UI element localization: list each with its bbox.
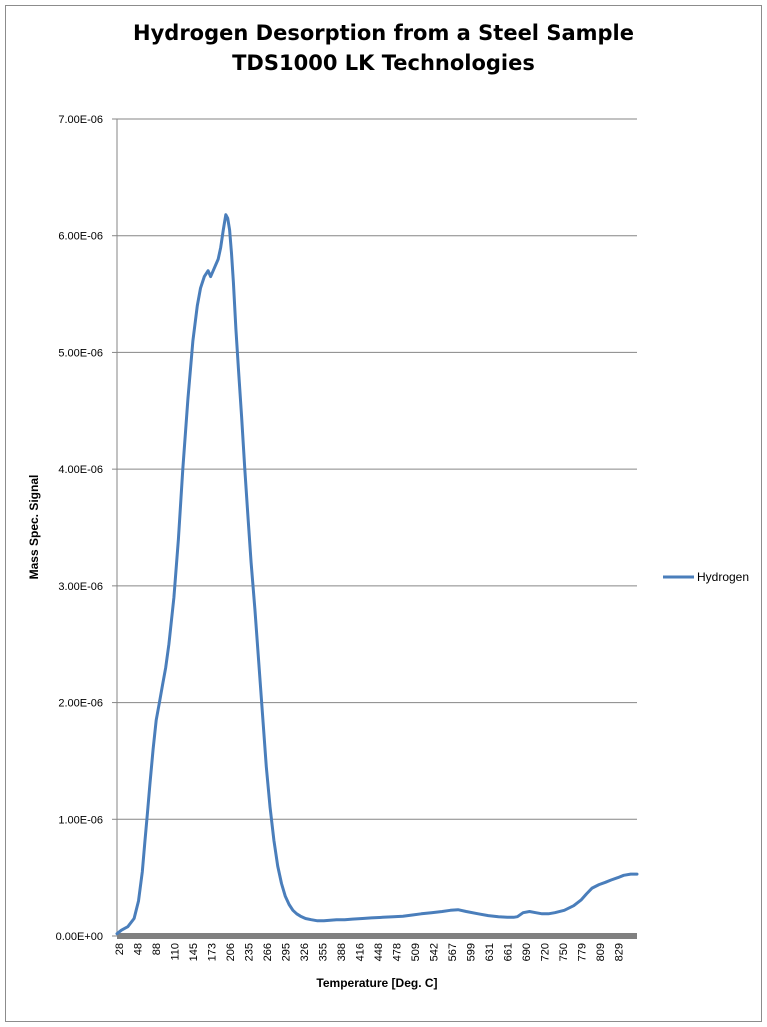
- x-tick-label: 48: [133, 943, 145, 955]
- x-tick-label: 809: [595, 943, 607, 961]
- y-axis-tick-labels: 0.00E+00 1.00E-06 2.00E-06 3.00E-06 4.00E-06…: [56, 114, 103, 943]
- chart-frame: [5, 5, 762, 1022]
- x-tick-label: 295: [281, 943, 293, 961]
- x-tick-label: 567: [447, 943, 459, 961]
- x-axis-label: Temperature [Deg. C]: [316, 976, 437, 990]
- x-tick-label: 631: [484, 943, 496, 961]
- x-tick-label: 145: [188, 943, 200, 961]
- x-tick-label: 416: [355, 943, 367, 961]
- y-tick-label: 7.00E-06: [58, 114, 103, 126]
- x-tick-label: 173: [207, 943, 219, 961]
- legend-label-hydrogen: Hydrogen: [697, 570, 749, 584]
- y-tick-label: 5.00E-06: [58, 347, 103, 359]
- series-line-hydrogen: [115, 213, 639, 936]
- chart-title-block: Hydrogen Desorption from a Steel Sample …: [0, 18, 767, 78]
- x-tick-label: 779: [577, 943, 589, 961]
- legend: Hydrogen: [663, 570, 749, 584]
- y-tick-label: 6.00E-06: [58, 231, 103, 243]
- x-tick-label: 690: [521, 943, 533, 961]
- x-tick-label: 509: [410, 943, 422, 961]
- x-tick-label: 750: [558, 943, 570, 961]
- x-tick-label: 478: [392, 943, 404, 961]
- y-tick-label: 3.00E-06: [58, 581, 103, 593]
- x-tick-label: 206: [225, 943, 237, 961]
- x-tick-label: 266: [262, 943, 274, 961]
- chart-title: Hydrogen Desorption from a Steel Sample: [133, 21, 634, 45]
- y-tick-label: 2.00E-06: [58, 698, 103, 710]
- x-tick-label: 388: [336, 943, 348, 961]
- x-tick-label: 235: [244, 943, 256, 961]
- x-tick-label: 599: [466, 943, 478, 961]
- x-tick-label: 28: [114, 943, 126, 955]
- y-tick-label: 1.00E-06: [58, 814, 103, 826]
- grid-lines: [112, 118, 637, 937]
- x-tick-label: 542: [429, 943, 441, 961]
- y-tick-label: 0.00E+00: [56, 931, 103, 943]
- x-tick-label: 829: [614, 943, 626, 961]
- x-tick-label: 355: [318, 943, 330, 961]
- chart-subtitle: TDS1000 LK Technologies: [232, 51, 535, 75]
- x-axis-band: [117, 933, 637, 939]
- x-tick-label: 448: [373, 943, 385, 961]
- x-tick-label: 661: [503, 943, 515, 961]
- x-tick-label: 110: [170, 943, 182, 961]
- x-tick-label: 88: [151, 943, 163, 955]
- x-axis-tick-labels: 28 48 88 110 145 173 206 235 266 295 326 355 388 416 4…: [114, 943, 626, 961]
- y-axis-label: Mass Spec. Signal: [27, 475, 41, 580]
- x-tick-label: 326: [299, 943, 311, 961]
- y-tick-label: 4.00E-06: [58, 464, 103, 476]
- x-tick-label: 720: [540, 943, 552, 961]
